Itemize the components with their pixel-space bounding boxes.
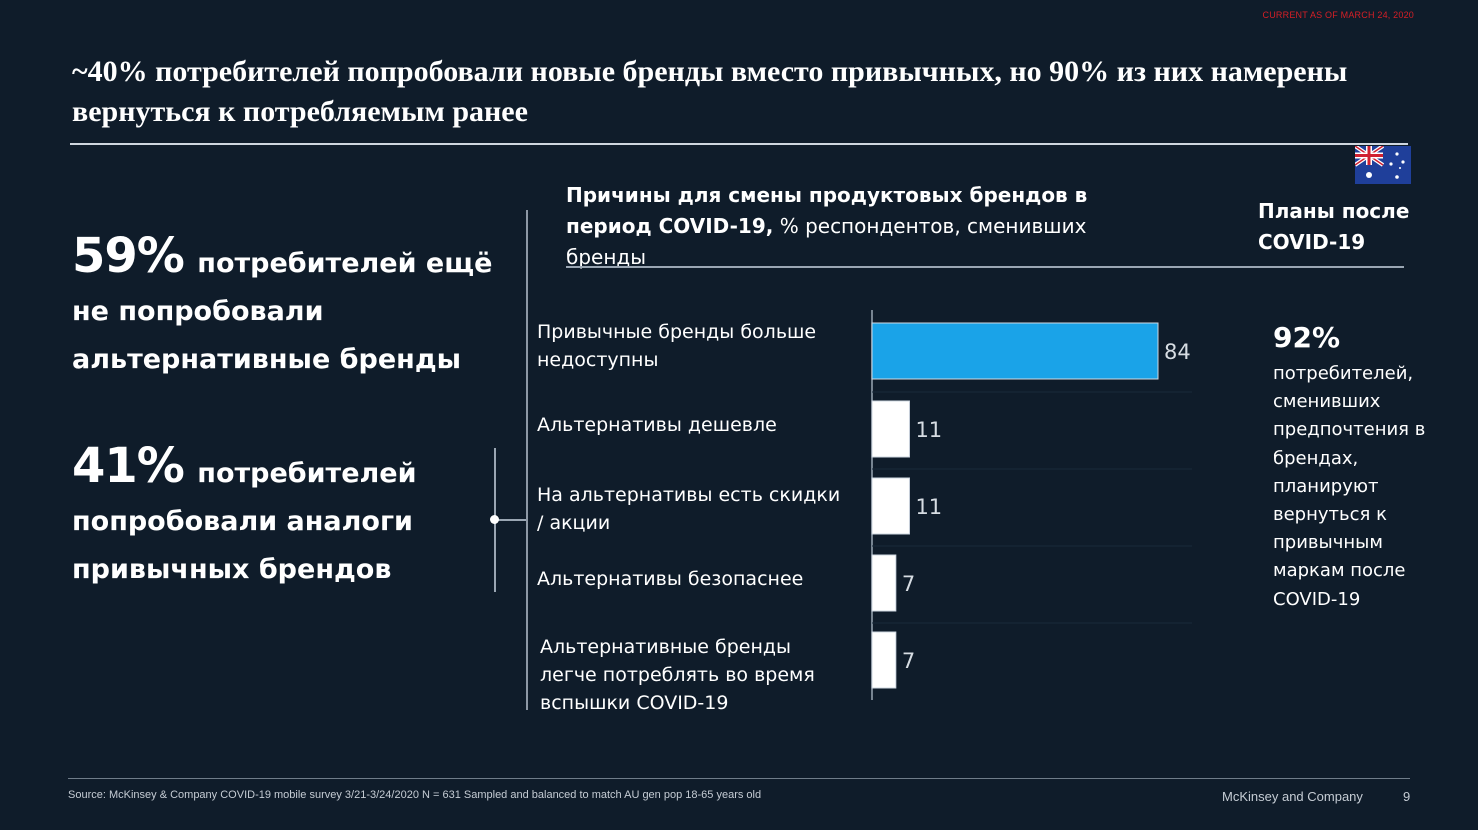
page-number: 9 bbox=[1403, 789, 1411, 804]
category-label-4: Альтернативы безопаснее bbox=[537, 568, 804, 590]
chart-left-divider bbox=[526, 210, 528, 710]
category-label-5: Альтернативные бренды легче потреблять в… bbox=[540, 636, 815, 714]
stat-not-tried-text: потребителей ещё не попробовали альтерна… bbox=[72, 248, 493, 375]
category-label-1: Привычные бренды больше недоступны bbox=[537, 321, 817, 371]
page-title: ~40% потребителей попробовали новые брен… bbox=[72, 55, 1348, 128]
stat-tried-pct: 41% bbox=[72, 438, 185, 494]
chart-title: Причины для смены продуктовых брендов в … bbox=[566, 180, 1126, 273]
brand-name: McKinsey and Company bbox=[1222, 789, 1363, 804]
bracket-connector bbox=[494, 519, 526, 521]
bar-2 bbox=[871, 400, 910, 458]
stat-not-tried-pct: 59% bbox=[72, 228, 185, 284]
stat-tried: 41% потребителей попробовали аналоги при… bbox=[72, 442, 512, 594]
title-divider bbox=[70, 143, 1408, 145]
bracket-dot bbox=[490, 515, 499, 524]
category-label-2: Альтернативы дешевле bbox=[537, 414, 777, 436]
australia-flag-icon bbox=[1355, 146, 1411, 184]
bar-value-label-1: 84 bbox=[1164, 340, 1191, 364]
bar-5 bbox=[871, 631, 897, 689]
plans-text: потребителей, сменивших предпочтения в б… bbox=[1273, 363, 1426, 610]
bar-1 bbox=[871, 322, 1159, 380]
chart-header-rule bbox=[566, 266, 1404, 268]
stat-not-tried: 59% потребителей ещё не попробовали альт… bbox=[72, 232, 512, 384]
footer-divider bbox=[68, 778, 1410, 779]
stat-tried-text: потребителей попробовали аналоги привычн… bbox=[72, 458, 417, 585]
bar-value-label-2: 11 bbox=[915, 418, 942, 442]
plans-title: Планы после COVID-19 bbox=[1258, 199, 1410, 254]
source-note: Source: McKinsey & Company COVID-19 mobi… bbox=[68, 789, 762, 801]
bar-value-label-3: 11 bbox=[915, 495, 942, 519]
chart-title-rest: % респондентов, сменивших бренды bbox=[566, 214, 1087, 269]
date-stamp: CURRENT AS OF MARCH 24, 2020 bbox=[1262, 10, 1414, 20]
chart-title-bold: Причины для смены продуктовых брендов в … bbox=[566, 183, 1088, 238]
bar-value-label-4: 7 bbox=[902, 572, 915, 596]
category-label-3: На альтернативы есть скидки / акции bbox=[537, 484, 841, 534]
plans-pct: 92% bbox=[1273, 321, 1341, 354]
bar-3 bbox=[871, 477, 910, 535]
bar-4 bbox=[871, 554, 897, 612]
bar-value-label-5: 7 bbox=[902, 649, 915, 673]
